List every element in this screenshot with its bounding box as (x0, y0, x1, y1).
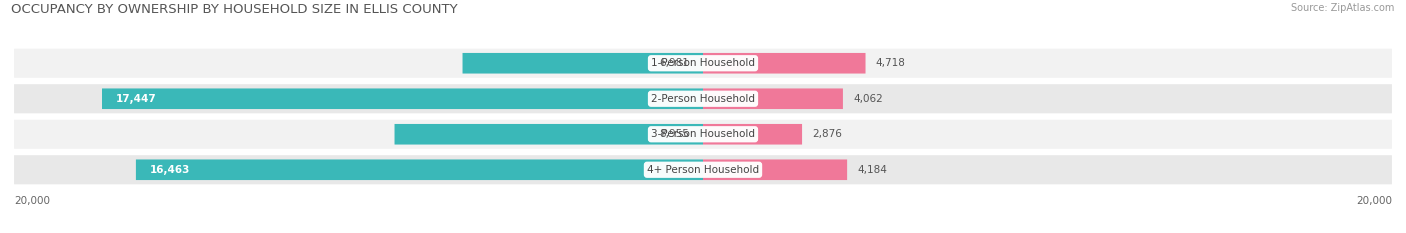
FancyBboxPatch shape (703, 53, 866, 74)
Text: 20,000: 20,000 (14, 196, 51, 206)
Text: Source: ZipAtlas.com: Source: ZipAtlas.com (1291, 3, 1395, 14)
FancyBboxPatch shape (703, 89, 844, 109)
Text: 4,718: 4,718 (876, 58, 905, 68)
FancyBboxPatch shape (463, 53, 703, 74)
FancyBboxPatch shape (14, 155, 1392, 184)
FancyBboxPatch shape (395, 124, 703, 144)
Text: 2-Person Household: 2-Person Household (651, 94, 755, 104)
Text: 1-Person Household: 1-Person Household (651, 58, 755, 68)
Text: 4+ Person Household: 4+ Person Household (647, 165, 759, 175)
Text: 4,184: 4,184 (858, 165, 887, 175)
Text: 6,981: 6,981 (659, 58, 689, 68)
FancyBboxPatch shape (14, 84, 1392, 113)
FancyBboxPatch shape (103, 89, 703, 109)
Text: 20,000: 20,000 (1355, 196, 1392, 206)
FancyBboxPatch shape (14, 49, 1392, 78)
Text: 16,463: 16,463 (149, 165, 190, 175)
FancyBboxPatch shape (136, 159, 703, 180)
FancyBboxPatch shape (703, 159, 848, 180)
Text: OCCUPANCY BY OWNERSHIP BY HOUSEHOLD SIZE IN ELLIS COUNTY: OCCUPANCY BY OWNERSHIP BY HOUSEHOLD SIZE… (11, 3, 458, 17)
Text: 4,062: 4,062 (853, 94, 883, 104)
Text: 3-Person Household: 3-Person Household (651, 129, 755, 139)
Text: 8,955: 8,955 (659, 129, 689, 139)
Text: 17,447: 17,447 (115, 94, 156, 104)
FancyBboxPatch shape (703, 124, 801, 144)
Text: 2,876: 2,876 (813, 129, 842, 139)
FancyBboxPatch shape (14, 120, 1392, 149)
